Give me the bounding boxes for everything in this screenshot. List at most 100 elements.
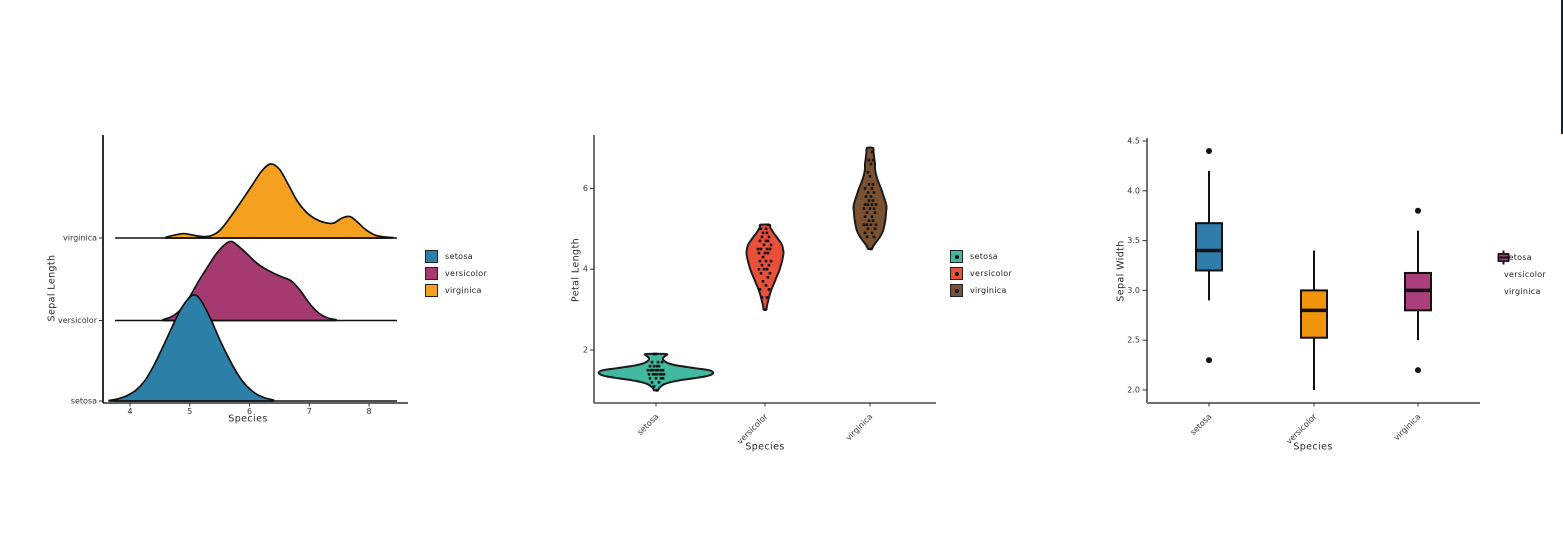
- y-tick-label: 6: [583, 184, 588, 193]
- legend-item-virginica: virginica: [1497, 250, 1546, 299]
- jitter-point: [761, 280, 765, 283]
- jitter-point: [865, 223, 869, 227]
- jitter-point: [864, 195, 868, 198]
- legend-label: versicolor: [445, 269, 488, 278]
- jitter-point: [862, 207, 866, 210]
- legend-swatch: [425, 250, 438, 263]
- y-axis-title: Petal Length: [570, 237, 582, 303]
- jitter-point: [759, 227, 763, 231]
- outlier-point: [1206, 357, 1212, 364]
- jitter-point: [767, 235, 771, 239]
- jitter-point: [869, 195, 873, 198]
- jitter-point: [866, 227, 870, 231]
- jitter-point: [872, 191, 876, 194]
- y-axis-title: Sepal Length: [46, 254, 58, 322]
- jitter-point: [874, 203, 878, 206]
- legend-label: versicolor: [970, 269, 1013, 278]
- jitter-point: [865, 211, 869, 214]
- x-tick-label: 8: [366, 407, 371, 416]
- jitter-point: [765, 231, 769, 235]
- jitter-point: [767, 288, 771, 291]
- x-tick-label: 6: [247, 407, 252, 416]
- legend-swatch: [425, 267, 438, 280]
- jitter-point: [869, 247, 873, 251]
- jitter-point: [868, 174, 872, 178]
- density-ridge-virginica: [165, 163, 394, 239]
- jitter-point: [759, 271, 763, 275]
- y-tick-label: 4.5: [1127, 137, 1140, 146]
- jitter-point: [650, 381, 654, 384]
- jitter-point: [768, 271, 772, 275]
- jitter-point: [874, 223, 878, 227]
- legend-item-setosa: setosa: [950, 249, 1012, 264]
- jitter-point: [870, 203, 874, 206]
- jitter-point: [872, 207, 876, 210]
- legend-label: virginica: [970, 286, 1007, 295]
- jitter-point: [652, 385, 656, 388]
- jitter-point: [769, 243, 773, 247]
- legend-violin: setosa versicolor virginica: [950, 249, 1012, 298]
- y-tick-label: 4: [583, 265, 588, 274]
- jitter-point: [870, 187, 874, 190]
- legend-label: virginica: [445, 286, 482, 295]
- legend-label: setosa: [970, 252, 998, 261]
- jitter-point: [865, 235, 869, 239]
- jitter-point: [765, 247, 769, 251]
- y-tick-label: 2: [583, 346, 588, 355]
- jitter-point: [764, 227, 768, 231]
- jitter-point: [870, 231, 874, 235]
- jitter-point: [660, 372, 664, 376]
- y-tick-label: 2.0: [1127, 386, 1140, 395]
- jitter-point: [757, 267, 761, 271]
- x-axis-title: Species: [745, 441, 785, 453]
- jitter-point: [872, 235, 876, 239]
- jitter-point: [768, 247, 772, 251]
- violin-virginica: [852, 146, 888, 250]
- violin-versicolor: [745, 223, 785, 311]
- legend-boxplot-swatch: [1497, 250, 1510, 265]
- x-axis-title: Species: [1293, 441, 1333, 453]
- jitter-point: [866, 170, 870, 174]
- outlier-point: [1415, 207, 1421, 214]
- jitter-point: [869, 162, 873, 166]
- jitter-point: [766, 275, 770, 279]
- jitter-point: [659, 376, 663, 380]
- x-tick-label: 4: [127, 407, 132, 416]
- jitter-point: [660, 360, 664, 364]
- jitter-point: [765, 267, 769, 271]
- jitter-point: [764, 239, 768, 243]
- jitter-point: [762, 267, 766, 271]
- legend-swatch: [950, 284, 963, 297]
- jitter-point: [654, 376, 658, 380]
- x-tick-label: 5: [187, 407, 192, 416]
- window-edge-artifact: [1560, 0, 1563, 134]
- jitter-point: [661, 368, 665, 372]
- legend-label: versicolor: [1504, 270, 1547, 279]
- y-tick-label: 3.5: [1127, 236, 1140, 245]
- legend-swatch: [425, 284, 438, 297]
- legend-swatch-dot: [954, 288, 959, 293]
- legend-ridgeline: setosa versicolor virginica: [425, 249, 487, 298]
- jitter-point: [863, 187, 867, 190]
- figure-ridgeline-sepal-length: 4 5 6 7 8 virginica versicolor setosa Sepal Len…: [0, 0, 520, 534]
- legend-label: setosa: [1504, 253, 1532, 262]
- legend-swatch-dot: [954, 254, 959, 259]
- legend-item-virginica: virginica: [950, 283, 1012, 298]
- jitter-point: [871, 183, 875, 186]
- x-axis-title: Species: [228, 413, 268, 425]
- outlier-point: [1206, 147, 1212, 154]
- y-tick-label: 3.0: [1127, 286, 1140, 295]
- jitter-point: [764, 284, 768, 287]
- jitter-point: [870, 150, 874, 154]
- jitter-point: [646, 368, 650, 372]
- figure-violin-petal-length: 2 4 6 setosa versicolor virginica Petal Lengt…: [520, 0, 1050, 534]
- jitter-point: [862, 223, 866, 227]
- x-tick-label-virginica: virginica: [844, 412, 874, 442]
- jitter-point: [760, 263, 764, 267]
- jitter-point: [873, 227, 877, 231]
- density-ridge-setosa: [108, 294, 275, 402]
- legend-item-virginica: virginica: [425, 283, 487, 298]
- jitter-point: [758, 239, 762, 243]
- legend-item-versicolor: versicolor: [425, 266, 487, 281]
